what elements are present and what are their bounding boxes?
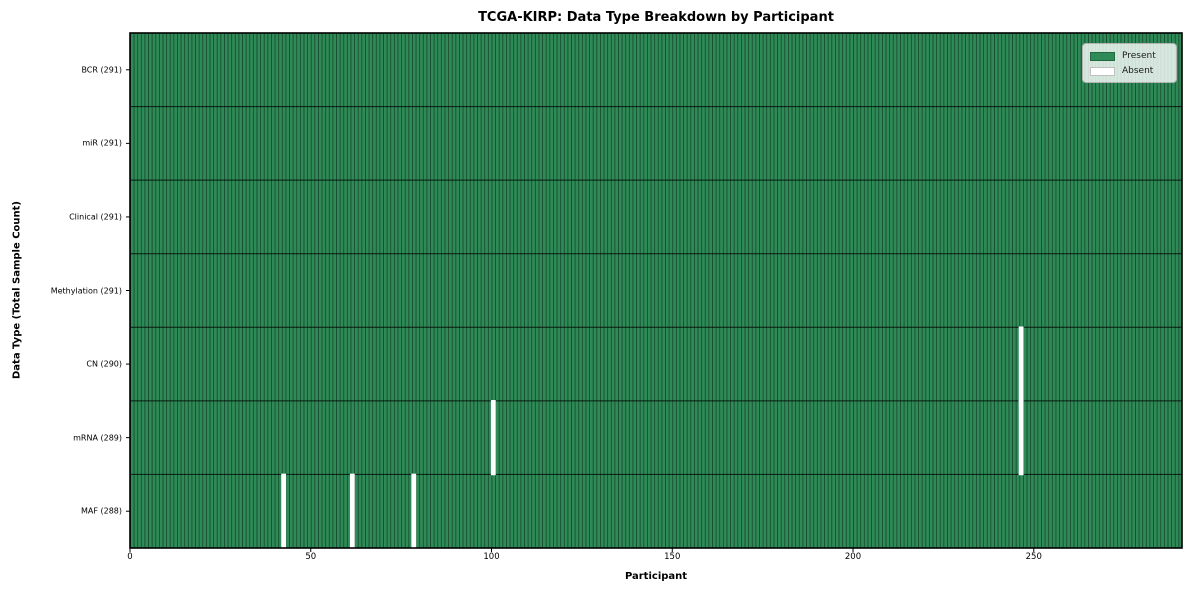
x-axis-label: Participant <box>624 571 688 582</box>
y-tick-label: CN (290) <box>86 359 122 369</box>
legend-item-present: Present <box>1090 49 1169 63</box>
x-tick-label: 150 <box>664 552 681 562</box>
legend-label-present: Present <box>1122 51 1156 61</box>
x-tick-label: 200 <box>844 552 862 562</box>
y-tick-label: MAF (288) <box>80 506 122 516</box>
y-tick-label: BCR (291) <box>81 65 122 75</box>
y-tick-label: miR (291) <box>82 138 122 148</box>
x-tick-label: 100 <box>483 552 500 562</box>
y-tick-label: mRNA (289) <box>73 433 122 443</box>
legend-swatch-present-icon <box>1090 51 1115 61</box>
x-tick-label: 250 <box>1025 552 1042 562</box>
y-tick-label: Clinical (291) <box>69 212 122 222</box>
chart-title: TCGA-KIRP: Data Type Breakdown by Partic… <box>478 10 834 25</box>
y-tick-label: Methylation (291) <box>50 286 122 295</box>
legend-label-absent: Absent <box>1122 66 1154 76</box>
x-tick-label: 50 <box>305 552 317 562</box>
legend-item-absent: Absent <box>1090 64 1169 78</box>
legend: Present Absent <box>1082 43 1177 83</box>
legend-swatch-absent-icon <box>1090 66 1115 76</box>
x-tick-label: 0 <box>127 552 133 562</box>
